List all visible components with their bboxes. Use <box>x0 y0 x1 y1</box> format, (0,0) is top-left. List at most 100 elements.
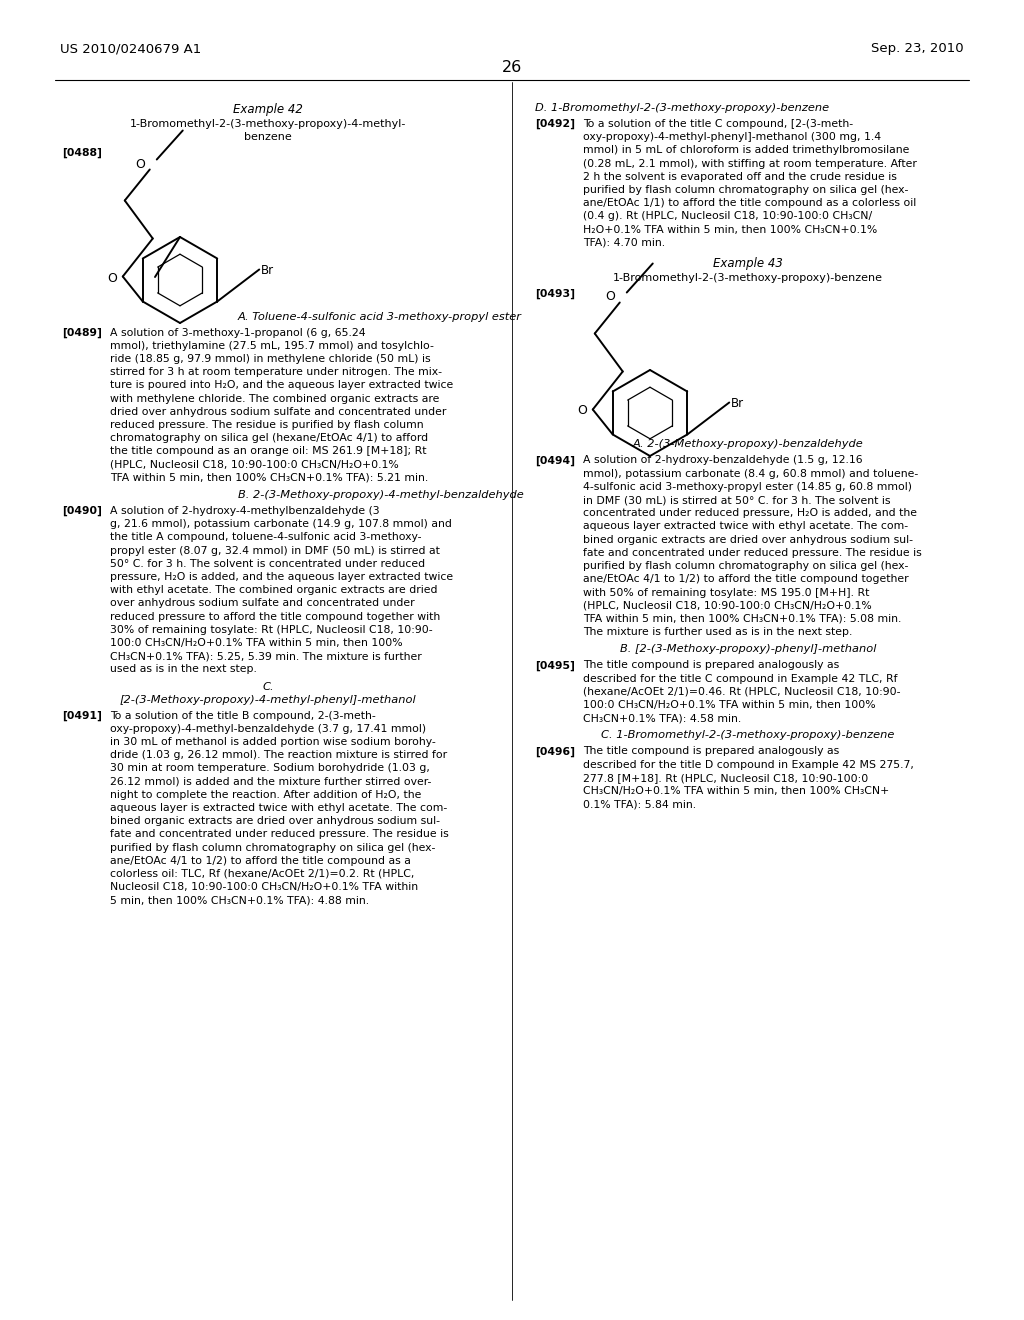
Text: the title compound as an orange oil: MS 261.9 [M+18]; Rt: the title compound as an orange oil: MS … <box>110 446 427 457</box>
Text: 2 h the solvent is evaporated off and the crude residue is: 2 h the solvent is evaporated off and th… <box>583 172 897 182</box>
Text: ane/EtOAc 4/1 to 1/2) to afford the title compound together: ane/EtOAc 4/1 to 1/2) to afford the titl… <box>583 574 908 585</box>
Text: A. Toluene-4-sulfonic acid 3-methoxy-propyl ester: A. Toluene-4-sulfonic acid 3-methoxy-pro… <box>238 312 522 322</box>
Text: purified by flash column chromatography on silica gel (hex-: purified by flash column chromatography … <box>583 185 908 195</box>
Text: oxy-propoxy)-4-methyl-benzaldehyde (3.7 g, 17.41 mmol): oxy-propoxy)-4-methyl-benzaldehyde (3.7 … <box>110 723 426 734</box>
Text: 26.12 mmol) is added and the mixture further stirred over-: 26.12 mmol) is added and the mixture fur… <box>110 776 431 787</box>
Text: 0.1% TFA): 5.84 min.: 0.1% TFA): 5.84 min. <box>583 799 696 809</box>
Text: g, 21.6 mmol), potassium carbonate (14.9 g, 107.8 mmol) and: g, 21.6 mmol), potassium carbonate (14.9… <box>110 519 452 529</box>
Text: reduced pressure. The residue is purified by flash column: reduced pressure. The residue is purifie… <box>110 420 424 430</box>
Text: A solution of 3-methoxy-1-propanol (6 g, 65.24: A solution of 3-methoxy-1-propanol (6 g,… <box>110 327 366 338</box>
Text: 30 min at room temperature. Sodium borohydride (1.03 g,: 30 min at room temperature. Sodium boroh… <box>110 763 430 774</box>
Text: [2-(3-Methoxy-propoxy)-4-methyl-phenyl]-methanol: [2-(3-Methoxy-propoxy)-4-methyl-phenyl]-… <box>120 694 417 705</box>
Text: O: O <box>577 404 587 417</box>
Text: chromatography on silica gel (hexane/EtOAc 4/1) to afford: chromatography on silica gel (hexane/EtO… <box>110 433 428 444</box>
Text: To a solution of the title C compound, [2-(3-meth-: To a solution of the title C compound, [… <box>583 119 853 129</box>
Text: TFA within 5 min, then 100% CH₃CN+0.1% TFA): 5.08 min.: TFA within 5 min, then 100% CH₃CN+0.1% T… <box>583 614 901 624</box>
Text: aqueous layer extracted twice with ethyl acetate. The com-: aqueous layer extracted twice with ethyl… <box>583 521 908 532</box>
Text: the title A compound, toluene-4-sulfonic acid 3-methoxy-: the title A compound, toluene-4-sulfonic… <box>110 532 422 543</box>
Text: 30% of remaining tosylate: Rt (HPLC, Nucleosil C18, 10:90-: 30% of remaining tosylate: Rt (HPLC, Nuc… <box>110 624 432 635</box>
Text: purified by flash column chromatography on silica gel (hex-: purified by flash column chromatography … <box>110 842 435 853</box>
Text: O: O <box>106 272 117 285</box>
Text: reduced pressure to afford the title compound together with: reduced pressure to afford the title com… <box>110 611 440 622</box>
Text: described for the title D compound in Example 42 MS 275.7,: described for the title D compound in Ex… <box>583 759 913 770</box>
Text: [0495]: [0495] <box>535 660 574 671</box>
Text: 100:0 CH₃CN/H₂O+0.1% TFA within 5 min, then 100%: 100:0 CH₃CN/H₂O+0.1% TFA within 5 min, t… <box>583 700 876 710</box>
Text: stirred for 3 h at room temperature under nitrogen. The mix-: stirred for 3 h at room temperature unde… <box>110 367 442 378</box>
Text: [0489]: [0489] <box>62 327 101 338</box>
Text: dride (1.03 g, 26.12 mmol). The reaction mixture is stirred for: dride (1.03 g, 26.12 mmol). The reaction… <box>110 750 447 760</box>
Text: mmol), potassium carbonate (8.4 g, 60.8 mmol) and toluene-: mmol), potassium carbonate (8.4 g, 60.8 … <box>583 469 919 479</box>
Text: ane/EtOAc 1/1) to afford the title compound as a colorless oil: ane/EtOAc 1/1) to afford the title compo… <box>583 198 916 209</box>
Text: [0491]: [0491] <box>62 710 101 721</box>
Text: A solution of 2-hydroxy-4-methylbenzaldehyde (3: A solution of 2-hydroxy-4-methylbenzalde… <box>110 506 380 516</box>
Text: 4-sulfonic acid 3-methoxy-propyl ester (14.85 g, 60.8 mmol): 4-sulfonic acid 3-methoxy-propyl ester (… <box>583 482 912 492</box>
Text: fate and concentrated under reduced pressure. The residue is: fate and concentrated under reduced pres… <box>583 548 922 558</box>
Text: Nucleosil C18, 10:90-100:0 CH₃CN/H₂O+0.1% TFA within: Nucleosil C18, 10:90-100:0 CH₃CN/H₂O+0.1… <box>110 882 418 892</box>
Text: (0.28 mL, 2.1 mmol), with stiffing at room temperature. After: (0.28 mL, 2.1 mmol), with stiffing at ro… <box>583 158 916 169</box>
Text: [0494]: [0494] <box>535 455 575 466</box>
Text: aqueous layer is extracted twice with ethyl acetate. The com-: aqueous layer is extracted twice with et… <box>110 803 447 813</box>
Text: C. 1-Bromomethyl-2-(3-methoxy-propoxy)-benzene: C. 1-Bromomethyl-2-(3-methoxy-propoxy)-b… <box>601 730 895 741</box>
Text: with methylene chloride. The combined organic extracts are: with methylene chloride. The combined or… <box>110 393 439 404</box>
Text: O: O <box>135 157 144 170</box>
Text: (0.4 g). Rt (HPLC, Nucleosil C18, 10:90-100:0 CH₃CN/: (0.4 g). Rt (HPLC, Nucleosil C18, 10:90-… <box>583 211 872 222</box>
Text: dried over anhydrous sodium sulfate and concentrated under: dried over anhydrous sodium sulfate and … <box>110 407 446 417</box>
Text: purified by flash column chromatography on silica gel (hex-: purified by flash column chromatography … <box>583 561 908 572</box>
Text: in 30 mL of methanol is added portion wise sodium borohy-: in 30 mL of methanol is added portion wi… <box>110 737 436 747</box>
Text: 1-Bromomethyl-2-(3-methoxy-propoxy)-4-methyl-: 1-Bromomethyl-2-(3-methoxy-propoxy)-4-me… <box>130 119 407 129</box>
Text: O: O <box>605 290 614 304</box>
Text: fate and concentrated under reduced pressure. The residue is: fate and concentrated under reduced pres… <box>110 829 449 840</box>
Text: [0488]: [0488] <box>62 148 101 158</box>
Text: CH₃CN+0.1% TFA): 5.25, 5.39 min. The mixture is further: CH₃CN+0.1% TFA): 5.25, 5.39 min. The mix… <box>110 651 422 661</box>
Text: in DMF (30 mL) is stirred at 50° C. for 3 h. The solvent is: in DMF (30 mL) is stirred at 50° C. for … <box>583 495 891 506</box>
Text: Example 42: Example 42 <box>233 103 303 116</box>
Text: ride (18.85 g, 97.9 mmol) in methylene chloride (50 mL) is: ride (18.85 g, 97.9 mmol) in methylene c… <box>110 354 431 364</box>
Text: [0492]: [0492] <box>535 119 575 129</box>
Text: used as is in the next step.: used as is in the next step. <box>110 664 257 675</box>
Text: mmol) in 5 mL of chloroform is added trimethylbromosilane: mmol) in 5 mL of chloroform is added tri… <box>583 145 909 156</box>
Text: Br: Br <box>261 264 274 277</box>
Text: Example 43: Example 43 <box>713 257 783 271</box>
Text: oxy-propoxy)-4-methyl-phenyl]-methanol (300 mg, 1.4: oxy-propoxy)-4-methyl-phenyl]-methanol (… <box>583 132 881 143</box>
Text: TFA): 4.70 min.: TFA): 4.70 min. <box>583 238 666 248</box>
Text: [0493]: [0493] <box>535 289 575 300</box>
Text: CH₃CN+0.1% TFA): 4.58 min.: CH₃CN+0.1% TFA): 4.58 min. <box>583 713 741 723</box>
Text: A solution of 2-hydroxy-benzaldehyde (1.5 g, 12.16: A solution of 2-hydroxy-benzaldehyde (1.… <box>583 455 862 466</box>
Text: D. 1-Bromomethyl-2-(3-methoxy-propoxy)-benzene: D. 1-Bromomethyl-2-(3-methoxy-propoxy)-b… <box>535 103 829 114</box>
Text: The mixture is further used as is in the next step.: The mixture is further used as is in the… <box>583 627 852 638</box>
Text: described for the title C compound in Example 42 TLC, Rf: described for the title C compound in Ex… <box>583 673 897 684</box>
Text: US 2010/0240679 A1: US 2010/0240679 A1 <box>60 42 202 55</box>
Text: [0496]: [0496] <box>535 746 575 756</box>
Text: bined organic extracts are dried over anhydrous sodium sul-: bined organic extracts are dried over an… <box>583 535 913 545</box>
Text: pressure, H₂O is added, and the aqueous layer extracted twice: pressure, H₂O is added, and the aqueous … <box>110 572 454 582</box>
Text: (HPLC, Nucleosil C18, 10:90-100:0 CH₃CN/H₂O+0.1%: (HPLC, Nucleosil C18, 10:90-100:0 CH₃CN/… <box>583 601 871 611</box>
Text: C.: C. <box>262 681 273 692</box>
Text: 1-Bromomethyl-2-(3-methoxy-propoxy)-benzene: 1-Bromomethyl-2-(3-methoxy-propoxy)-benz… <box>613 273 883 282</box>
Text: 50° C. for 3 h. The solvent is concentrated under reduced: 50° C. for 3 h. The solvent is concentra… <box>110 558 425 569</box>
Text: 100:0 CH₃CN/H₂O+0.1% TFA within 5 min, then 100%: 100:0 CH₃CN/H₂O+0.1% TFA within 5 min, t… <box>110 638 402 648</box>
Text: with ethyl acetate. The combined organic extracts are dried: with ethyl acetate. The combined organic… <box>110 585 437 595</box>
Text: [0490]: [0490] <box>62 506 101 516</box>
Text: (hexane/AcOEt 2/1)=0.46. Rt (HPLC, Nucleosil C18, 10:90-: (hexane/AcOEt 2/1)=0.46. Rt (HPLC, Nucle… <box>583 686 900 697</box>
Text: ture is poured into H₂O, and the aqueous layer extracted twice: ture is poured into H₂O, and the aqueous… <box>110 380 454 391</box>
Text: A. 2-(3-Methoxy-propoxy)-benzaldehyde: A. 2-(3-Methoxy-propoxy)-benzaldehyde <box>633 440 863 450</box>
Text: 5 min, then 100% CH₃CN+0.1% TFA): 4.88 min.: 5 min, then 100% CH₃CN+0.1% TFA): 4.88 m… <box>110 895 369 906</box>
Text: (HPLC, Nucleosil C18, 10:90-100:0 CH₃CN/H₂O+0.1%: (HPLC, Nucleosil C18, 10:90-100:0 CH₃CN/… <box>110 459 398 470</box>
Text: To a solution of the title B compound, 2-(3-meth-: To a solution of the title B compound, 2… <box>110 710 376 721</box>
Text: benzene: benzene <box>244 132 292 143</box>
Text: with 50% of remaining tosylate: MS 195.0 [M+H]. Rt: with 50% of remaining tosylate: MS 195.0… <box>583 587 869 598</box>
Text: ane/EtOAc 4/1 to 1/2) to afford the title compound as a: ane/EtOAc 4/1 to 1/2) to afford the titl… <box>110 855 411 866</box>
Text: The title compound is prepared analogously as: The title compound is prepared analogous… <box>583 660 840 671</box>
Text: mmol), triethylamine (27.5 mL, 195.7 mmol) and tosylchlo-: mmol), triethylamine (27.5 mL, 195.7 mmo… <box>110 341 434 351</box>
Text: bined organic extracts are dried over anhydrous sodium sul-: bined organic extracts are dried over an… <box>110 816 440 826</box>
Text: propyl ester (8.07 g, 32.4 mmol) in DMF (50 mL) is stirred at: propyl ester (8.07 g, 32.4 mmol) in DMF … <box>110 545 440 556</box>
Text: Sep. 23, 2010: Sep. 23, 2010 <box>871 42 964 55</box>
Text: over anhydrous sodium sulfate and concentrated under: over anhydrous sodium sulfate and concen… <box>110 598 415 609</box>
Text: colorless oil: TLC, Rf (hexane/AcOEt 2/1)=0.2. Rt (HPLC,: colorless oil: TLC, Rf (hexane/AcOEt 2/1… <box>110 869 415 879</box>
Text: 277.8 [M+18]. Rt (HPLC, Nucleosil C18, 10:90-100:0: 277.8 [M+18]. Rt (HPLC, Nucleosil C18, 1… <box>583 772 868 783</box>
Text: Br: Br <box>731 397 744 411</box>
Text: B. 2-(3-Methoxy-propoxy)-4-methyl-benzaldehyde: B. 2-(3-Methoxy-propoxy)-4-methyl-benzal… <box>238 490 523 500</box>
Text: B. [2-(3-Methoxy-propoxy)-phenyl]-methanol: B. [2-(3-Methoxy-propoxy)-phenyl]-methan… <box>620 644 877 655</box>
Text: 26: 26 <box>502 59 522 75</box>
Text: The title compound is prepared analogously as: The title compound is prepared analogous… <box>583 746 840 756</box>
